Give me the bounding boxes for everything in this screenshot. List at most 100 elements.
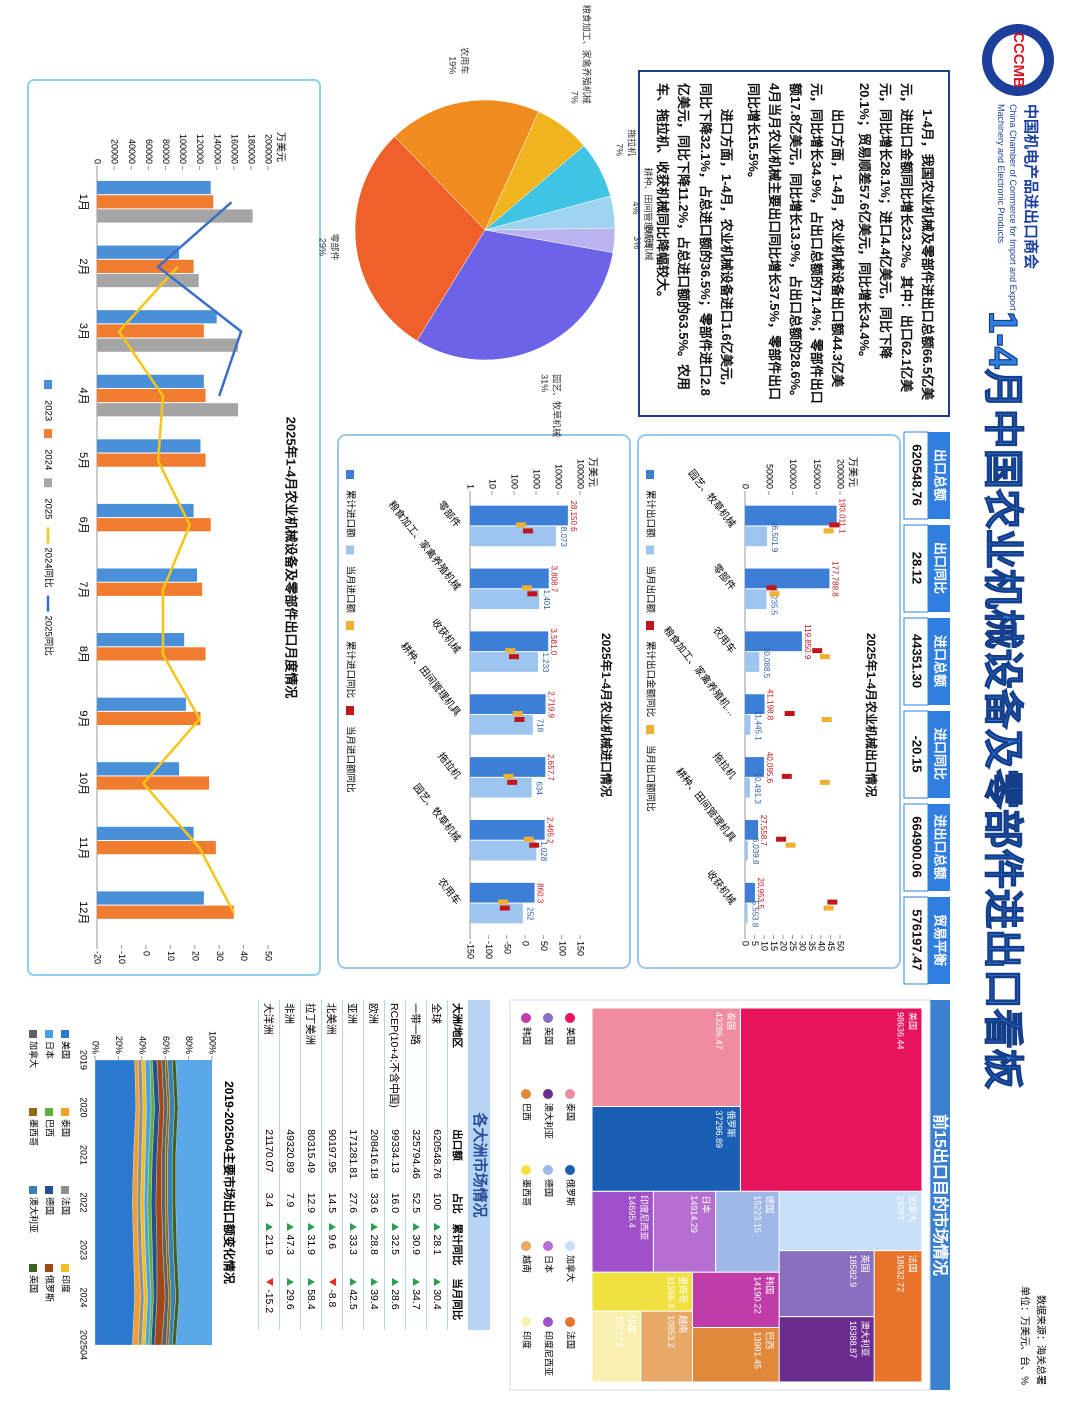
treemap-value: 11596.8 (666, 1276, 676, 1308)
bar (97, 762, 180, 776)
market-title: 前15出口目的市场情况 (931, 1114, 950, 1276)
value-label: 119,850.9 (803, 624, 812, 660)
legend-label: 当月进口额同比 (344, 726, 356, 793)
cell-text: 90197.95 (326, 1129, 338, 1174)
bar (469, 819, 545, 840)
treemap-name: 泰国 (726, 1012, 737, 1030)
y-tick-label: 10 (488, 479, 498, 489)
x-tick-label: 10月 (77, 772, 89, 795)
bar (97, 388, 206, 403)
table-cell: 29.6 (279, 1275, 301, 1330)
rate-marker (785, 842, 796, 848)
treemap-value: 18632.72 (896, 1255, 906, 1293)
cell-text: 80315.49 (305, 1129, 317, 1174)
rate-marker (521, 585, 532, 591)
cell-text: -8.8 (326, 1289, 338, 1308)
cell-text: 21.9 (263, 1234, 275, 1255)
legend-label: 累计进口额 (344, 490, 356, 538)
cell-text: 占比 (451, 1192, 464, 1214)
table-title: 各大洲市场情况 (468, 1000, 490, 1330)
table-cell: 47.3 (279, 1220, 301, 1276)
legend-label: 累计进口同比 (344, 641, 356, 698)
legend-dot (521, 1241, 531, 1251)
treemap-value: 98636.44 (896, 1012, 906, 1050)
org-cn: 中国机电产品进出口商会 (1022, 104, 1040, 269)
y2-tick-label: -10 (117, 951, 127, 964)
treemap-value: 14695.4 (627, 1195, 637, 1228)
cell-text: 30.4 (431, 1289, 443, 1310)
area-series (94, 1059, 137, 1346)
bar (96, 209, 253, 223)
x-tick-label: 6月 (77, 517, 89, 534)
value-label: 1,233 (541, 652, 550, 673)
table-cell: 14.5 (321, 1189, 343, 1221)
cell-text: 32.5 (389, 1234, 401, 1255)
summary-box: 1-4月，我国农业机械及零部件进出口总额66.5亿美元，进出口金额同比增长23.… (638, 70, 950, 417)
y-tick-label: 160000 (229, 134, 239, 164)
legend-label: 日本 (544, 1255, 555, 1273)
treemap-name: 巴西 (765, 1332, 775, 1350)
y-tick-label: 1 (466, 484, 476, 489)
summary-paragraph: 出口方面，1-4月，农业机械设备出口额44.3亿美元，同比增长34.9%，占出口… (745, 83, 845, 404)
value-label: 40,095.6 (765, 752, 774, 784)
legend-swatch (45, 1186, 53, 1194)
bar (97, 245, 180, 259)
y2-tick-label: 40 (817, 941, 827, 951)
pie-value: 29% (318, 238, 328, 256)
legend-dot (543, 1317, 553, 1327)
rate-marker (498, 899, 508, 905)
cell-text: 28.8 (368, 1234, 380, 1255)
export-panel (637, 434, 901, 969)
y-tick-label: 100000 (576, 459, 586, 489)
trend-arrow (350, 1223, 357, 1232)
cell-text: 12.9 (305, 1192, 317, 1214)
bar (96, 841, 216, 855)
legend-label: 英国 (544, 1027, 555, 1045)
table-row: 亚洲 171281.81 27.6 33.3 42.5 (342, 1000, 364, 1330)
bar (745, 777, 750, 798)
y-tick-label: 20000 (110, 139, 120, 164)
y2-tick-label: 35 (807, 941, 817, 951)
bar (97, 324, 204, 338)
cell-text: 34.7 (410, 1289, 422, 1310)
y-tick-label: 60% (161, 1036, 171, 1054)
legend-swatch (29, 1186, 37, 1194)
bar (745, 715, 751, 735)
legend-dot (565, 1089, 575, 1099)
y-tick-label: 100 (510, 474, 520, 489)
legend-swatch (346, 470, 354, 479)
value-label: 3,808.7 (550, 566, 559, 593)
table-cell: RCEP(10+4;不含中国) (384, 1000, 406, 1127)
trend-arrow (371, 1278, 378, 1287)
cell-text: 42.5 (347, 1289, 359, 1310)
value-label: 1,401 (542, 590, 551, 611)
bar (744, 840, 748, 861)
legend-dot (543, 1241, 553, 1251)
table-grid: 大洲/地区 出口额 占比 累计同比 当月同比 全球 620548.76 100 28.1 30.4… (258, 1000, 468, 1330)
x-tick-label: 2022 (79, 1192, 89, 1212)
pie-label: 拖拉机 (626, 129, 637, 156)
legend-label: 2025同比 (42, 616, 54, 656)
y-tick-label: 200000 (264, 134, 274, 164)
legend-dot (543, 1165, 553, 1175)
pie-label: 园艺、牧草机械 (551, 374, 562, 437)
cell-text: 325794.46 (410, 1129, 422, 1179)
legend-label: 澳大利亚 (544, 1103, 555, 1139)
table-cell: 亚洲 (342, 1000, 364, 1127)
pie-label: 耕种、田间管理机具 (643, 168, 654, 249)
table-cell: 80315.49 (300, 1126, 322, 1190)
kpi-value-bg (903, 803, 929, 892)
value-label: 5,553.8 (751, 901, 760, 928)
value-label: 252 (526, 907, 535, 921)
table-cell: 99334.13 (384, 1126, 406, 1190)
kpi-label: 出口同比 (933, 542, 948, 594)
kpi-label-bg (928, 711, 950, 798)
value-label: 634 (535, 782, 544, 796)
x-tick-label: 2024 (79, 1287, 89, 1307)
bar (745, 568, 830, 589)
x-tick-label: 1月 (77, 194, 89, 211)
treemap-value: 43286.47 (714, 1012, 724, 1050)
bar (745, 903, 748, 924)
x-tick-label: 零部件 (710, 561, 739, 593)
